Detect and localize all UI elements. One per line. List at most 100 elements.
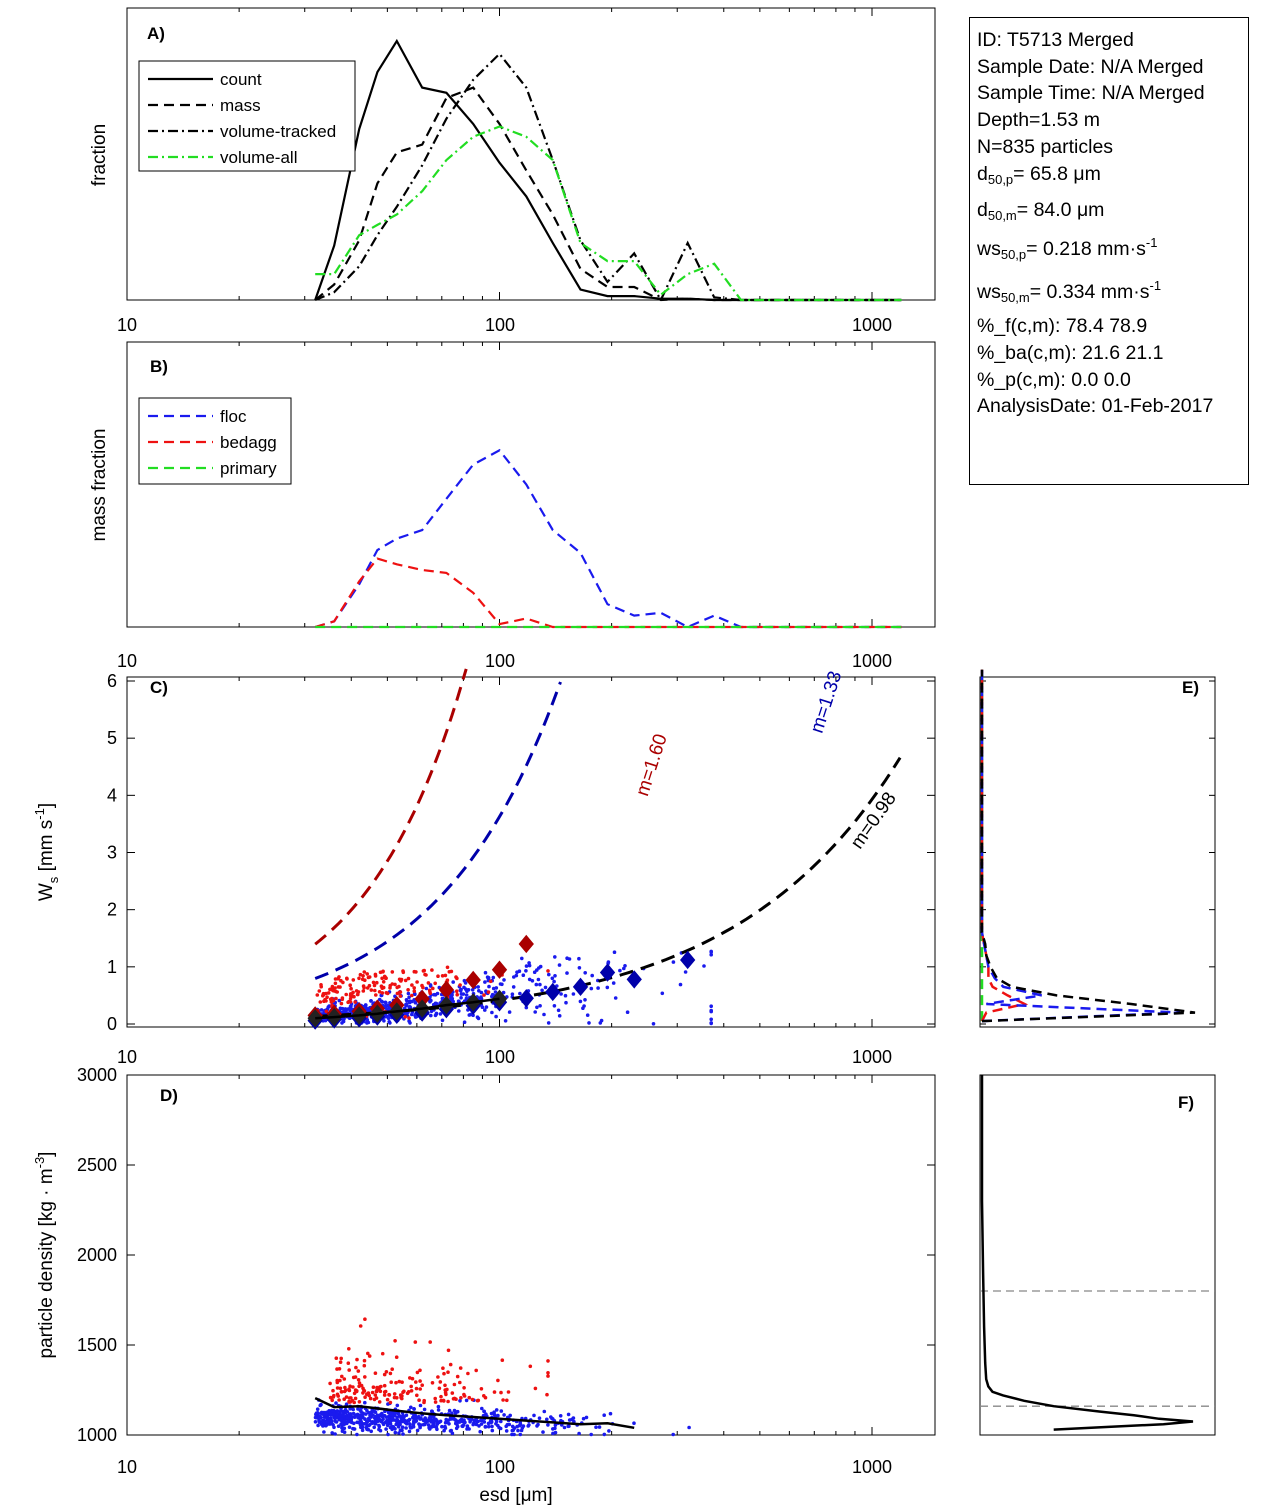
floc-point	[458, 1418, 463, 1423]
bedagg-point	[462, 1394, 467, 1398]
floc-point	[404, 998, 409, 1002]
legend-label: floc	[220, 407, 247, 426]
floc-point	[449, 997, 453, 1001]
ytick-label: 3000	[77, 1065, 117, 1085]
bedagg-point	[348, 1000, 353, 1004]
bedagg-point	[367, 1393, 372, 1398]
floc-point	[538, 982, 542, 987]
floc-point	[549, 1415, 553, 1419]
bedagg-point	[433, 1396, 438, 1401]
floc-point	[461, 992, 466, 996]
floc-point	[483, 1424, 488, 1429]
floc-point	[440, 1424, 444, 1429]
floc-point	[611, 981, 616, 985]
floc-point	[406, 1419, 411, 1423]
bedagg-point	[349, 1396, 353, 1400]
floc-point	[438, 1012, 443, 1016]
panel-b-title: B)	[150, 357, 168, 376]
bedagg-point	[383, 1389, 388, 1394]
bedagg-point	[344, 1395, 349, 1399]
bedagg-point	[393, 982, 397, 987]
bedagg-point	[355, 1357, 359, 1362]
floc-point	[339, 1416, 344, 1421]
floc-point	[392, 1418, 397, 1422]
floc-point	[508, 1413, 512, 1418]
floc-point	[341, 1409, 346, 1414]
floc-point	[479, 1418, 483, 1423]
floc-point	[365, 1427, 369, 1432]
floc-point	[371, 1413, 375, 1417]
floc-point	[565, 971, 569, 975]
info-n-particles: N=835 particles	[977, 135, 1114, 158]
floc-point	[359, 1414, 363, 1419]
floc-point	[563, 993, 568, 998]
ws50m-label: ws	[977, 280, 1001, 303]
bedagg-point	[362, 985, 366, 990]
floc-point	[524, 964, 529, 968]
bedagg-point	[442, 1371, 446, 1376]
bedagg-point	[341, 980, 345, 985]
ylabel-rest: [mm s	[36, 820, 57, 877]
bedagg-point	[357, 976, 361, 981]
panel-d-axes	[126, 1074, 936, 1436]
floc-point	[499, 1409, 504, 1413]
floc-point	[605, 985, 610, 990]
floc-mean-marker	[680, 950, 696, 970]
floc-point	[370, 1421, 375, 1425]
floc-point	[464, 993, 469, 997]
bedagg-point	[422, 1398, 427, 1403]
floc-point	[553, 955, 557, 959]
floc-point	[361, 1411, 365, 1416]
floc-point	[363, 1400, 367, 1405]
bedagg-point	[479, 1387, 484, 1391]
bedagg-point	[378, 1389, 383, 1394]
bedagg-point	[382, 1372, 387, 1377]
floc-point	[449, 1428, 454, 1433]
floc-point	[651, 1022, 656, 1026]
xtick-label: 10	[117, 1047, 137, 1067]
bedagg-point	[335, 1386, 340, 1390]
bedagg-point	[409, 1389, 414, 1393]
floc-point	[421, 1418, 426, 1422]
floc-point	[578, 999, 583, 1004]
floc-point	[521, 973, 526, 977]
bedagg-point	[381, 980, 386, 984]
floc-point	[472, 1420, 476, 1425]
bedagg-point	[380, 991, 385, 995]
floc-point	[545, 1417, 549, 1422]
floc-point	[487, 984, 491, 989]
bedagg-point	[346, 1361, 351, 1365]
bedagg-point	[351, 1375, 356, 1380]
floc-point	[423, 1422, 427, 1427]
floc-point	[587, 1021, 591, 1025]
legend-label: mass	[220, 96, 261, 115]
floc-point	[313, 1420, 318, 1424]
bedagg-point	[356, 992, 360, 997]
floc-point	[351, 1411, 356, 1416]
bedagg-point	[379, 1384, 383, 1389]
floc-mean-marker	[545, 982, 561, 1002]
floc-point	[337, 998, 342, 1003]
floc-point	[383, 1000, 388, 1005]
info-sample-time: Sample Time: N/A Merged	[977, 82, 1205, 105]
bedagg-point	[446, 1348, 451, 1353]
bedagg-point	[428, 1340, 433, 1344]
bedagg-point	[347, 1388, 352, 1393]
bedagg-point	[407, 1016, 411, 1020]
floc-point	[534, 982, 539, 987]
floc-point	[490, 1010, 494, 1015]
floc-point	[462, 1020, 467, 1024]
floc-point	[366, 1419, 370, 1424]
floc-point	[465, 989, 469, 994]
floc-point	[484, 1005, 489, 1009]
floc-point	[398, 1422, 402, 1427]
floc-point	[336, 1424, 341, 1428]
bedagg-point	[414, 1380, 418, 1384]
floc-point	[541, 1430, 545, 1434]
floc-point	[348, 1004, 353, 1009]
bedagg-point	[362, 970, 367, 974]
bedagg-point	[387, 1392, 391, 1397]
bedagg-point	[344, 992, 349, 997]
ytick-label: 0	[107, 1014, 117, 1034]
floc-mean-marker	[518, 989, 534, 1008]
